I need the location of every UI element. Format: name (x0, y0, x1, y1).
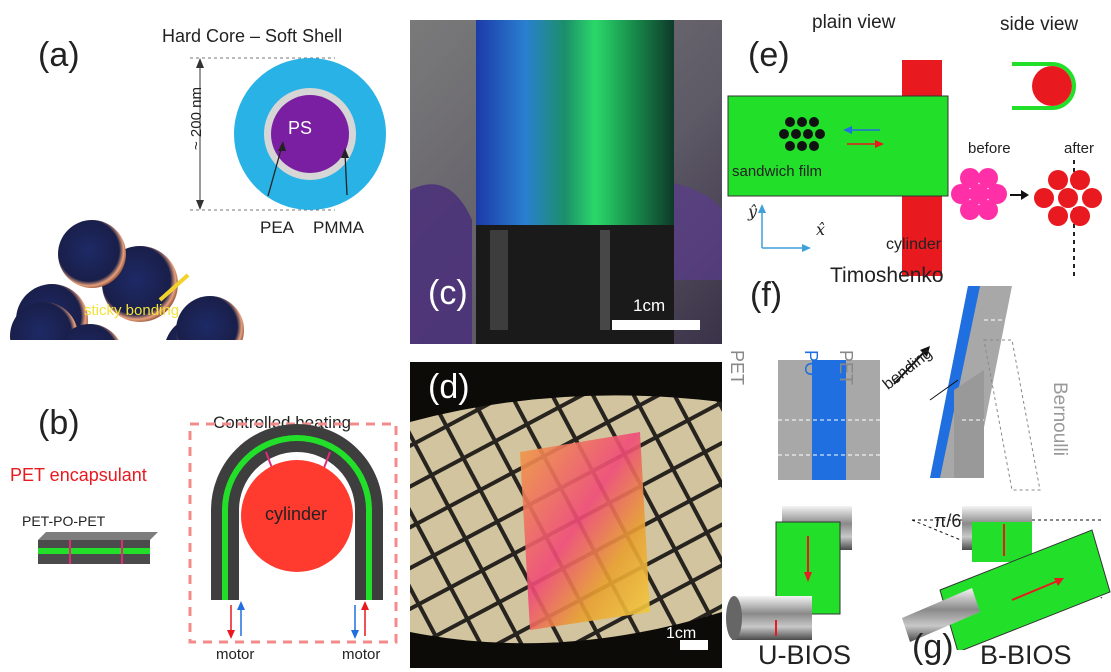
before-label: before (968, 140, 1011, 157)
scale-bar-c (612, 320, 700, 330)
bernoulli-label: Bernoulli (1049, 382, 1070, 456)
scale-label-c: 1cm (633, 296, 666, 315)
stack-label: PET-PO-PET (22, 513, 106, 529)
scale-bar-d (680, 640, 708, 650)
po-label: PO (801, 350, 821, 377)
side-view-film (1012, 62, 1076, 110)
core-ps (271, 95, 349, 173)
photo-d (410, 362, 722, 668)
pet-right-label: PET (836, 350, 856, 386)
b-bios-roller (902, 506, 1111, 650)
heating-setup-diagram (38, 422, 398, 644)
pea-pointer (267, 145, 283, 197)
bending-diagram (778, 286, 1041, 491)
hex-dots (779, 117, 825, 151)
size-arrow-head-bottom (196, 200, 204, 210)
size-arrow-head-top (196, 58, 204, 68)
panel-f-label: (f) (750, 276, 783, 314)
sticky-spheres-cluster (10, 220, 244, 340)
u-bios-label: U-BIOS (758, 640, 852, 670)
x-axis-label: x̂ (816, 220, 826, 239)
panel-d-label: (d) (428, 368, 470, 406)
side-view-label: side view (1000, 14, 1079, 35)
plain-side-view-diagram (727, 60, 1102, 276)
sticky-bonding-label: sticky bonding (84, 302, 180, 319)
motor-right-label: motor (342, 646, 381, 663)
angle-label: π/6 (934, 511, 962, 531)
cylinder-label-b: cylinder (265, 504, 328, 524)
sticky-bond-highlight (158, 273, 190, 302)
u-bios-roller (726, 506, 852, 640)
ps-label: PS (288, 118, 313, 138)
b-bios-label: B-BIOS (980, 640, 1072, 670)
photo-c (410, 20, 722, 344)
scale-label-d: 1cm (666, 625, 697, 642)
before-cluster (951, 168, 1007, 220)
motor-left-label: motor (216, 646, 255, 663)
plain-view-label: plain view (812, 12, 896, 33)
panel-b-label: (b) (38, 404, 80, 442)
pea-label: PEA (260, 218, 295, 237)
pet-left-label: PET (727, 350, 747, 386)
timoshenko-label: Timoshenko (830, 264, 944, 287)
panel-a-label: (a) (38, 36, 80, 74)
cylinder (241, 460, 353, 572)
pmma-pointer (344, 152, 348, 196)
core-shell-diagram (10, 57, 386, 340)
sandwich-film (727, 95, 949, 197)
panel-c-label: (c) (428, 274, 468, 312)
core-shell-title: Hard Core – Soft Shell (162, 26, 343, 46)
size-label: ~ 200 nm (188, 87, 205, 150)
panel-e-label: (e) (748, 36, 790, 74)
bios-rollers-diagram (726, 506, 1111, 650)
heating-box (188, 422, 398, 644)
y-axis-label: ŷ (748, 202, 758, 221)
after-cluster (1034, 170, 1102, 226)
film-slab (38, 532, 158, 564)
pet-encapsulant-label: PET encapsulant (10, 465, 147, 485)
side-view-cylinder (1032, 66, 1072, 106)
sandwich-film-label: sandwich film (732, 163, 823, 180)
pmma-label: PMMA (313, 218, 364, 237)
panel-g-label: (g) (912, 628, 954, 666)
after-label: after (1064, 140, 1095, 157)
cylinder-label-e: cylinder (886, 236, 942, 253)
